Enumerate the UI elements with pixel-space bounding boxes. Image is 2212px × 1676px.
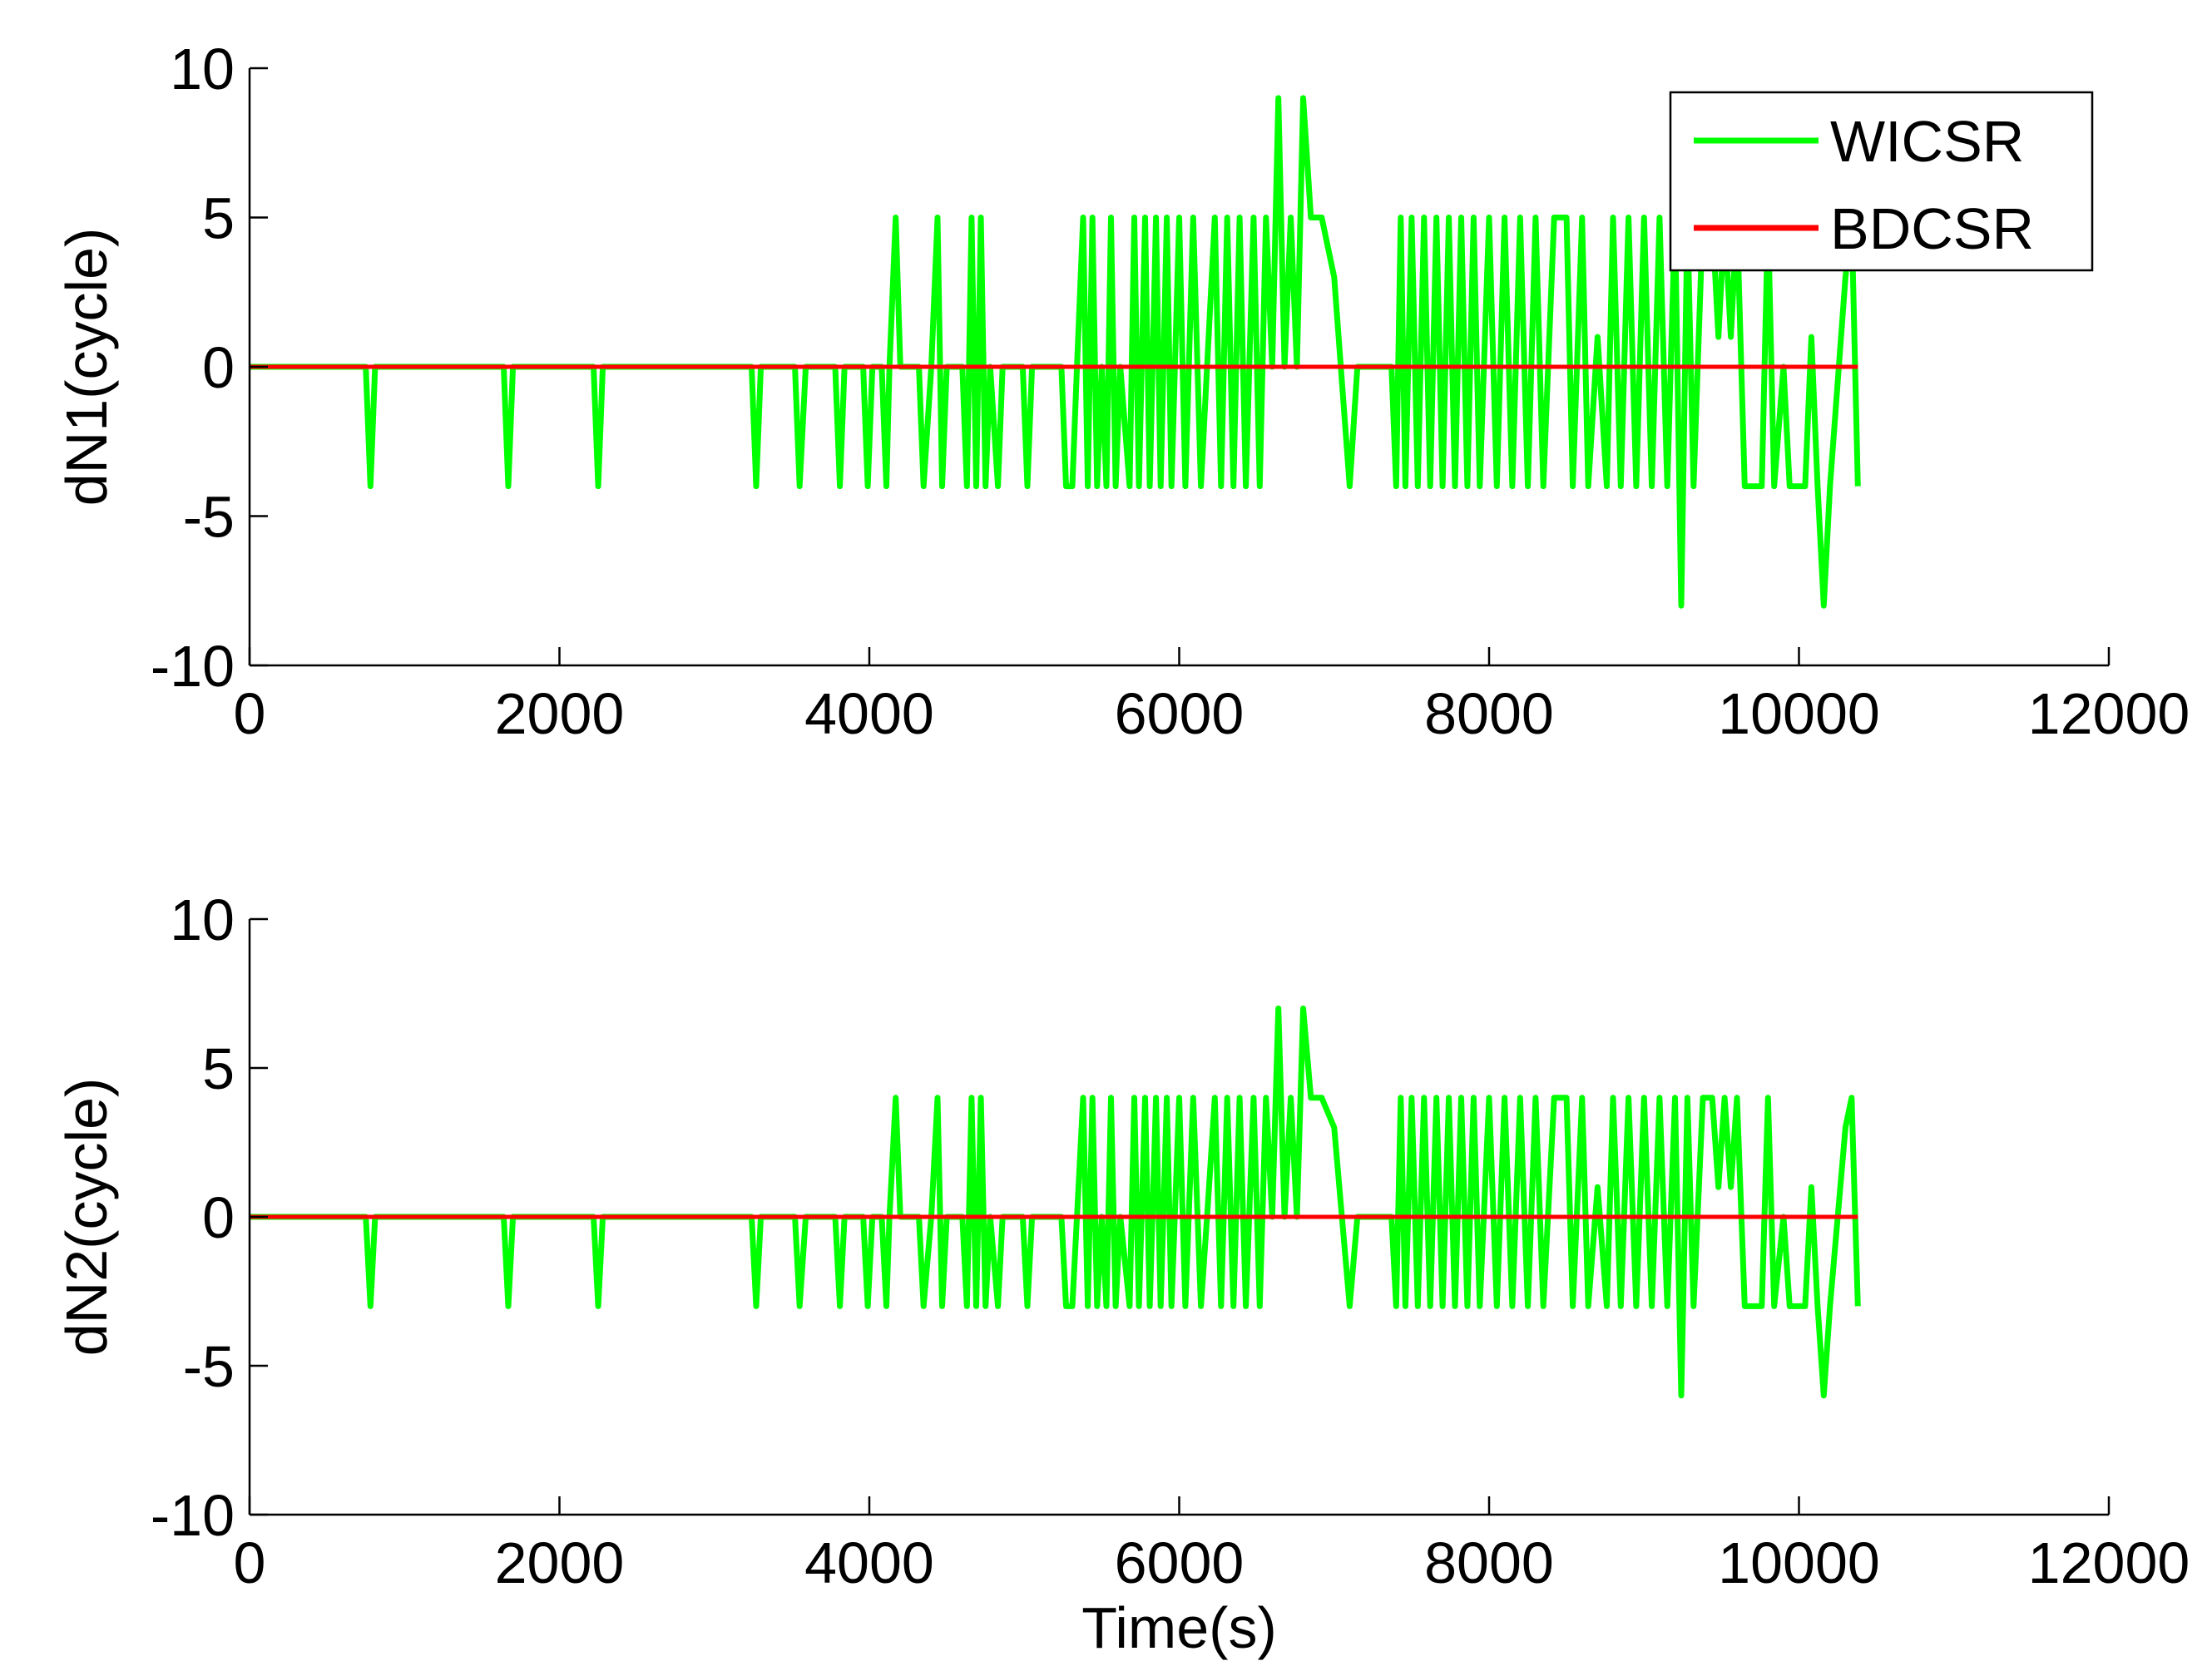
x-tick-label: 0	[234, 681, 266, 746]
x-tick-label: 2000	[495, 1530, 625, 1595]
x-tick-label: 2000	[495, 681, 625, 746]
x-tick-label: 8000	[1424, 1530, 1554, 1595]
y-tick-label: 0	[202, 1185, 235, 1250]
y-axis-label: dN2(cycle)	[54, 1078, 119, 1357]
x-tick-label: 12000	[2028, 1530, 2190, 1595]
y-tick-label: 5	[202, 186, 235, 251]
y-tick-label: -5	[183, 485, 235, 550]
y-tick-label: -10	[151, 634, 235, 699]
y-tick-label: 10	[170, 887, 235, 952]
x-tick-label: 4000	[804, 1530, 934, 1595]
y-tick-label: 10	[170, 37, 235, 101]
y-axis-label: dN1(cycle)	[54, 228, 119, 507]
y-tick-label: -5	[183, 1334, 235, 1399]
legend-box	[1669, 91, 2094, 272]
x-tick-label: 10000	[1718, 1530, 1880, 1595]
plot: -10 -5 0 5 10 0 2000 4000 6000 8000 10000 12000 dN1(…	[54, 37, 2190, 746]
y-tick-label: 0	[202, 335, 235, 400]
x-tick-label: 12000	[2028, 681, 2190, 746]
y-tick-label: 5	[202, 1036, 235, 1101]
series-line	[250, 95, 1861, 609]
x-tick-label: 8000	[1424, 681, 1554, 746]
legend-label: WICSR	[1830, 109, 2024, 174]
legend-label: BDCSR	[1830, 196, 2034, 261]
y-tick-label: -10	[151, 1483, 235, 1548]
x-tick-label: 10000	[1718, 681, 1880, 746]
x-axis-label: Time(s)	[1081, 1595, 1277, 1660]
x-tick-label: 6000	[1115, 1530, 1245, 1595]
x-tick-label: 0	[234, 1530, 266, 1595]
x-tick-label: 4000	[804, 681, 934, 746]
x-tick-label: 6000	[1115, 681, 1245, 746]
series-line	[250, 1005, 1861, 1399]
plot: -10 -5 0 5 10 0 2000 4000 6000 8000 10000 12000 dN2(…	[54, 887, 2190, 1660]
legend: WICSR BDCSR	[1669, 91, 2094, 272]
